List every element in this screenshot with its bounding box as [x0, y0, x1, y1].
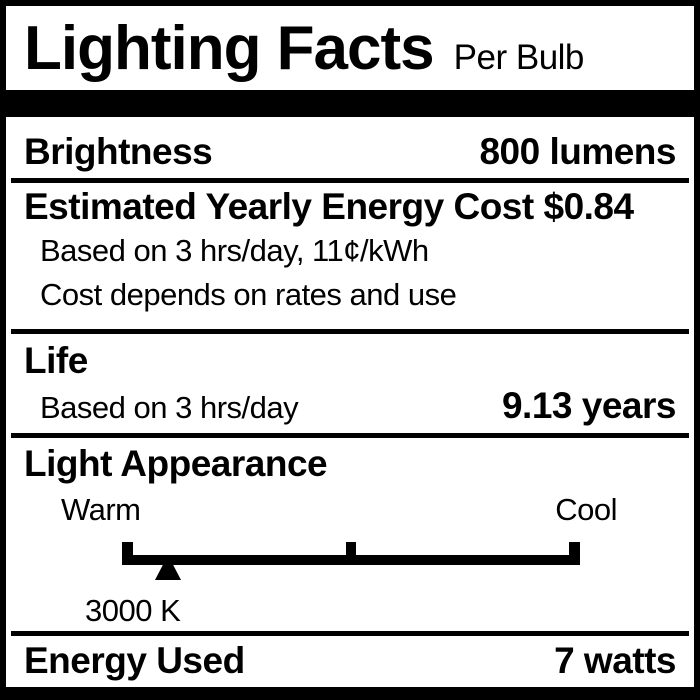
energy-cost-basis: Based on 3 hrs/day, 11¢/kWh	[40, 233, 429, 268]
header-separator-bar	[6, 90, 694, 117]
life-basis: Based on 3 hrs/day	[40, 390, 299, 425]
energy-used-label: Energy Used	[24, 640, 245, 682]
energy-cost-heading: Estimated Yearly Energy Cost $0.84	[24, 186, 634, 227]
section-divider	[11, 178, 689, 183]
color-temperature-marker-icon	[154, 555, 181, 580]
label-title: Lighting Facts	[24, 14, 435, 83]
section-divider	[11, 631, 689, 636]
kelvin-value: 3000 K	[85, 593, 181, 628]
color-temperature-scale	[122, 542, 580, 580]
life-label: Life	[24, 340, 88, 381]
energy-cost-note: Cost depends on rates and use	[40, 277, 457, 312]
energy-used-value: 7 watts	[554, 640, 676, 682]
cool-label: Cool	[555, 492, 617, 527]
brightness-value: 800 lumens	[479, 131, 676, 173]
warm-cool-row: Warm Cool	[18, 488, 682, 532]
scale-right-end-tick	[569, 542, 580, 565]
scale-middle-tick	[346, 542, 356, 565]
life-value: 9.13 years	[501, 385, 677, 426]
warm-label: Warm	[61, 492, 141, 527]
life-section: Life Based on 3 hrs/day 9.13 years	[18, 334, 682, 433]
light-appearance-section: Light Appearance Warm Cool 3000 K	[18, 438, 682, 631]
brightness-label: Brightness	[24, 131, 213, 173]
energy-cost-section: Estimated Yearly Energy Cost $0.84 Based…	[18, 183, 682, 329]
section-divider	[11, 329, 689, 334]
energy-used-row: Energy Used 7 watts	[18, 636, 682, 687]
light-appearance-label: Light Appearance	[24, 443, 328, 484]
brightness-row: Brightness 800 lumens	[18, 117, 682, 178]
label-header: Lighting Facts Per Bulb	[18, 6, 682, 90]
footer-bar	[6, 687, 694, 694]
label-subtitle: Per Bulb	[453, 38, 585, 77]
scale-left-end-tick	[122, 542, 133, 565]
life-row: Based on 3 hrs/day 9.13 years	[18, 384, 682, 430]
section-divider	[11, 433, 689, 438]
